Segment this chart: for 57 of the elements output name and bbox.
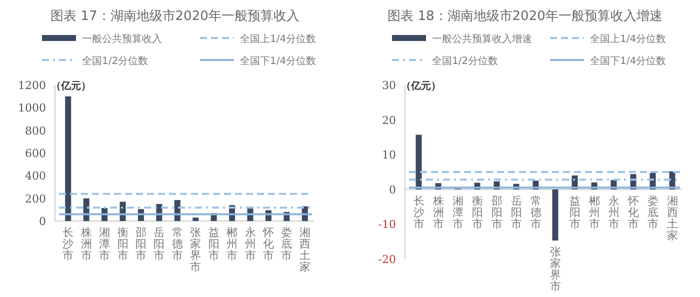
x-tick-label: 岳阳市	[510, 194, 522, 230]
x-tick-label: 邵阳市	[491, 194, 502, 230]
x-tick-label: 益阳市	[569, 194, 580, 230]
y-axis-title: （亿元）	[401, 80, 441, 92]
chart-title: 图表 18：湖南地级市2020年一般预算收入增速	[388, 9, 662, 24]
bar	[65, 96, 72, 221]
x-tick-label: 株洲市	[80, 226, 92, 262]
legend-label: 全国上1/4分位数	[240, 33, 316, 45]
y-tick-label: 400	[25, 170, 46, 183]
x-tick-label: 益阳市	[208, 226, 220, 262]
legend-label: 全国1/2分位数	[432, 55, 498, 67]
y-tick-label: 1200	[18, 79, 46, 92]
y-tick-label: 10	[382, 148, 396, 162]
y-tick-label: 1000	[18, 102, 46, 115]
y-tick-label: 0	[39, 215, 46, 228]
bar	[552, 189, 558, 241]
x-tick-label: 郴州市	[588, 194, 600, 230]
chart-title: 图表 17：湖南地级市2020年一般预算收入	[50, 9, 300, 24]
y-tick-label: 600	[25, 147, 46, 160]
bar	[192, 218, 199, 221]
legend-label: 一般公共预算收入增速	[432, 33, 532, 45]
x-tick-label: 常德市	[530, 194, 542, 230]
y-tick-label: 200	[25, 192, 46, 206]
x-tick-label: 郴州市	[226, 226, 238, 262]
x-tick-label: 永州市	[244, 226, 256, 262]
x-tick-label: 衡阳市	[472, 194, 483, 230]
legend-label: 全国下1/4分位数	[240, 55, 316, 67]
x-tick-label: 张家界市	[190, 226, 202, 274]
x-tick-label: 常德市	[172, 226, 183, 262]
bar	[416, 134, 422, 190]
x-tick-label: 岳阳市	[154, 226, 165, 262]
y-tick-label: -20	[378, 253, 396, 266]
x-tick-label: 长沙市	[62, 226, 74, 262]
x-tick-label: 娄底市	[647, 194, 658, 230]
x-tick-label: 娄底市	[281, 226, 292, 262]
x-tick-label: 湘西土家	[299, 226, 310, 274]
legend-label: 全国1/2分位数	[82, 55, 148, 67]
x-tick-label: 湘潭市	[452, 194, 464, 230]
legend-label: 一般公共预算收入	[82, 33, 162, 45]
x-tick-label: 怀化市	[626, 194, 639, 230]
x-tick-label: 长沙市	[413, 194, 424, 230]
x-tick-label: 永州市	[608, 194, 620, 230]
y-tick-label: 0	[389, 183, 396, 196]
x-tick-label: 怀化市	[262, 226, 274, 262]
x-tick-label: 衡阳市	[117, 226, 128, 262]
legend-label: 全国下1/4分位数	[590, 55, 666, 67]
y-tick-label: 30	[382, 79, 396, 92]
y-tick-label: 20	[382, 114, 396, 127]
x-tick-label: 张家界市	[550, 245, 561, 294]
y-tick-label: 800	[25, 124, 46, 138]
legend-label: 全国上1/4分位数	[590, 33, 666, 45]
x-tick-label: 湘西土家	[666, 194, 678, 242]
x-tick-label: 株洲市	[432, 194, 444, 230]
y-axis-title: （亿元）	[51, 80, 91, 92]
x-tick-label: 湘潭市	[99, 226, 110, 262]
x-tick-label: 邵阳市	[135, 226, 146, 262]
y-tick-label: -10	[378, 218, 396, 232]
